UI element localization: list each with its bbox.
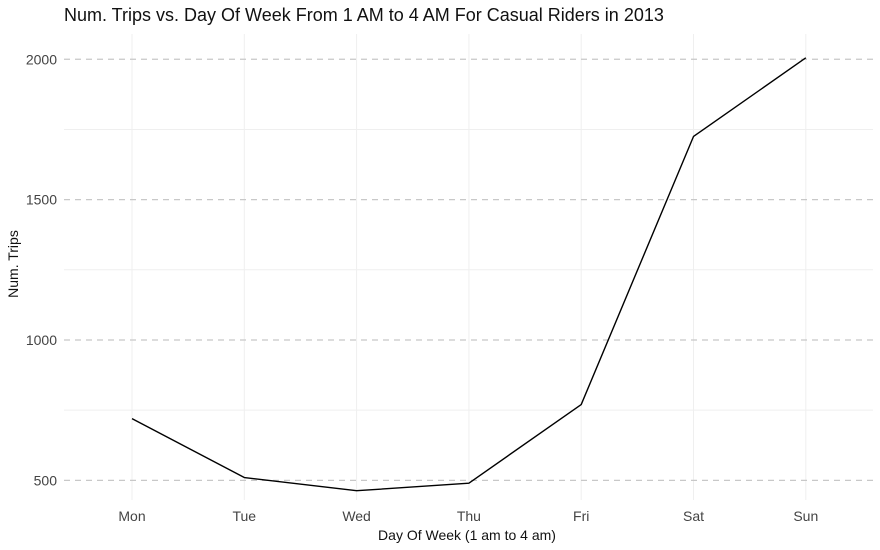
y-tick-label-2000: 2000 xyxy=(26,51,57,67)
y-tick-label-1000: 1000 xyxy=(26,332,57,348)
x-tick-label-tue: Tue xyxy=(232,508,256,524)
x-tick-label-sat: Sat xyxy=(683,508,704,524)
tick-layer: Mon Tue Wed Thu Fri Sat Sun 500 1000 1500 2000 xyxy=(26,51,818,524)
x-tick-label-fri: Fri xyxy=(573,508,589,524)
x-tick-label-thu: Thu xyxy=(457,508,481,524)
chart-title: Num. Trips vs. Day Of Week From 1 AM to … xyxy=(64,5,664,25)
y-axis-title: Num. Trips xyxy=(5,230,21,298)
y-tick-label-500: 500 xyxy=(34,472,58,488)
y-tick-label-1500: 1500 xyxy=(26,192,57,208)
grid-layer xyxy=(64,34,873,500)
x-tick-label-wed: Wed xyxy=(342,508,371,524)
x-axis-title: Day Of Week (1 am to 4 am) xyxy=(378,527,556,543)
x-tick-label-sun: Sun xyxy=(793,508,818,524)
x-tick-label-mon: Mon xyxy=(118,508,145,524)
line-layer xyxy=(131,57,807,492)
